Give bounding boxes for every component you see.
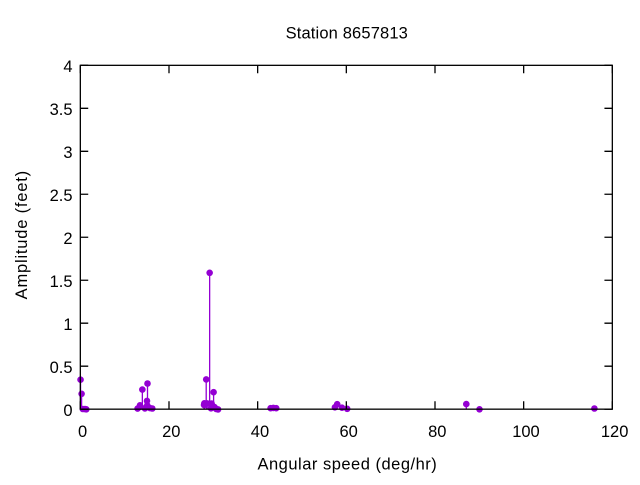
svg-text:Amplitude (feet): Amplitude (feet) xyxy=(13,170,31,299)
svg-text:Angular speed (deg/hr): Angular speed (deg/hr) xyxy=(258,456,438,474)
svg-text:Station 8657813: Station 8657813 xyxy=(286,25,408,43)
svg-text:4: 4 xyxy=(63,58,72,76)
svg-text:2: 2 xyxy=(63,230,72,248)
svg-text:2.5: 2.5 xyxy=(50,187,73,205)
svg-text:20: 20 xyxy=(162,423,180,441)
svg-text:3.5: 3.5 xyxy=(50,101,73,119)
svg-text:100: 100 xyxy=(512,423,540,441)
svg-text:0.5: 0.5 xyxy=(50,359,73,377)
svg-text:3: 3 xyxy=(63,144,72,162)
svg-text:60: 60 xyxy=(339,423,357,441)
svg-text:0: 0 xyxy=(78,423,87,441)
svg-text:0: 0 xyxy=(63,402,72,420)
svg-text:1.5: 1.5 xyxy=(50,273,73,291)
svg-text:80: 80 xyxy=(428,423,446,441)
svg-text:1: 1 xyxy=(63,316,72,334)
svg-text:40: 40 xyxy=(251,423,269,441)
svg-text:120: 120 xyxy=(601,423,629,441)
